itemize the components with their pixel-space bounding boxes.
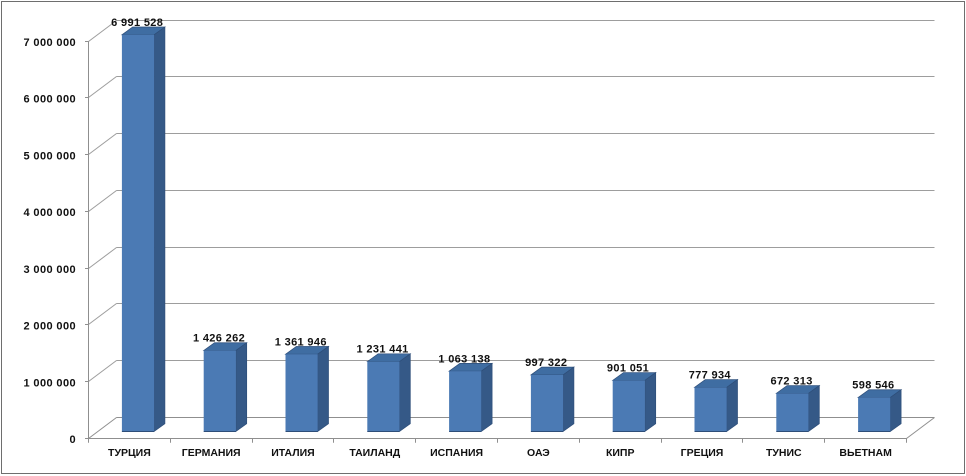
svg-text:ВЬЕТНАМ: ВЬЕТНАМ	[839, 447, 892, 459]
svg-text:6 000 000: 6 000 000	[23, 94, 76, 106]
svg-text:ИСПАНИЯ: ИСПАНИЯ	[430, 447, 483, 459]
svg-text:598 546: 598 546	[852, 380, 894, 392]
svg-text:1 426 262: 1 426 262	[193, 333, 245, 345]
svg-text:ГЕРМАНИЯ: ГЕРМАНИЯ	[182, 447, 241, 459]
svg-text:777 934: 777 934	[689, 369, 732, 381]
svg-text:2 000 000: 2 000 000	[23, 321, 76, 333]
svg-text:ГРЕЦИЯ: ГРЕЦИЯ	[681, 447, 724, 459]
svg-text:4 000 000: 4 000 000	[23, 207, 76, 219]
svg-text:1 063 138: 1 063 138	[438, 353, 490, 365]
svg-text:ОАЭ: ОАЭ	[527, 447, 550, 459]
svg-text:5 000 000: 5 000 000	[23, 150, 76, 162]
svg-text:6 991 528: 6 991 528	[111, 17, 163, 29]
svg-text:997 322: 997 322	[525, 357, 567, 369]
svg-text:1 000 000: 1 000 000	[23, 377, 76, 389]
svg-text:ИТАЛИЯ: ИТАЛИЯ	[271, 447, 314, 459]
svg-text:1 361 946: 1 361 946	[275, 336, 327, 348]
svg-text:672 313: 672 313	[770, 375, 812, 387]
svg-text:ТУНИС: ТУНИС	[766, 447, 802, 459]
svg-text:7 000 000: 7 000 000	[23, 37, 76, 49]
svg-text:0: 0	[69, 434, 76, 446]
svg-text:1 231 441: 1 231 441	[357, 344, 409, 356]
svg-text:КИПР: КИПР	[606, 447, 635, 459]
svg-text:ТАИЛАНД: ТАИЛАНД	[349, 447, 400, 459]
svg-text:901 051: 901 051	[607, 362, 649, 374]
svg-text:3 000 000: 3 000 000	[23, 264, 76, 276]
svg-text:ТУРЦИЯ: ТУРЦИЯ	[108, 447, 151, 459]
